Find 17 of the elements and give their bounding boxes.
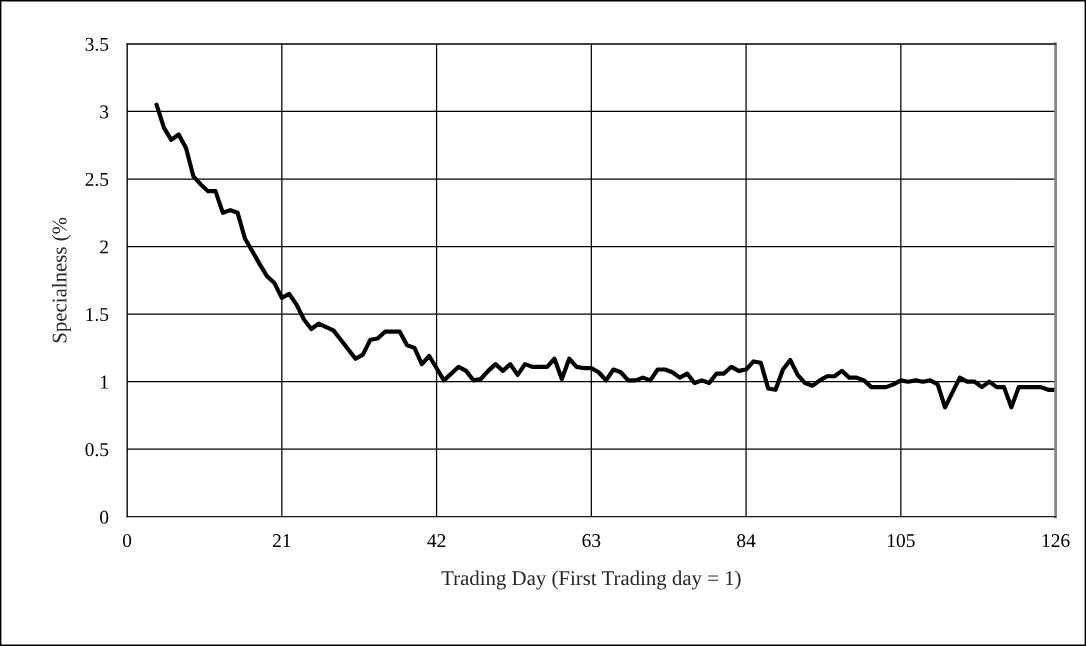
y-tick-label: 2 — [100, 240, 108, 254]
x-tick-label: 42 — [427, 534, 446, 547]
x-tick-label: 0 — [122, 534, 132, 548]
x-tick-label: 84 — [737, 534, 756, 548]
y-tick-label: 0.5 — [85, 443, 109, 457]
y-tick-label: 3 — [100, 105, 109, 119]
x-tick-label: 21 — [272, 534, 291, 547]
x-tick-label: 63 — [582, 534, 601, 548]
y-tick-label: 0 — [100, 510, 109, 524]
y-axis-title: Specialness (% — [51, 217, 71, 343]
y-tick-label: 1.5 — [86, 308, 109, 322]
y-tick-label: 3.5 — [85, 37, 109, 51]
y-tick-label: 1 — [100, 375, 108, 389]
x-tick-label: 105 — [887, 534, 915, 548]
y-tick-label: 2.5 — [85, 172, 109, 187]
x-tick-label: 126 — [1042, 534, 1070, 548]
x-axis-title: Trading Day (First Trading day = 1) — [441, 570, 741, 590]
